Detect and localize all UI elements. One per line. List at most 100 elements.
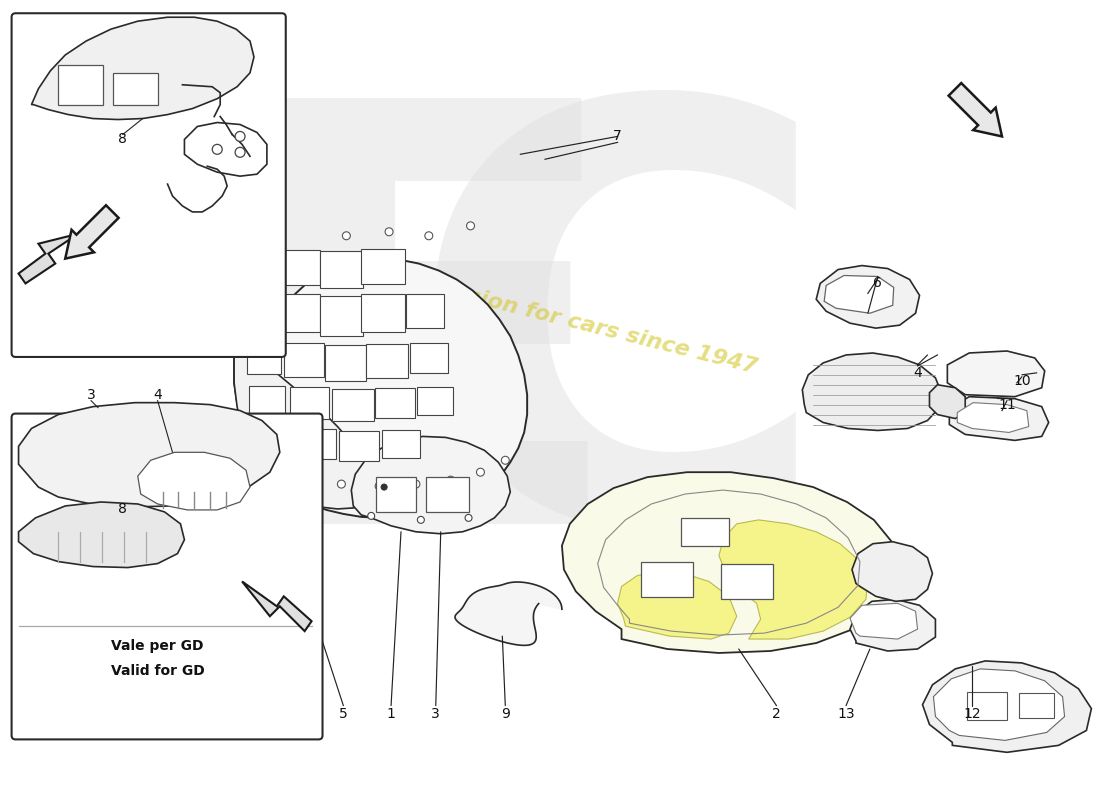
Polygon shape <box>816 266 920 328</box>
Text: 1: 1 <box>386 706 396 721</box>
Polygon shape <box>406 294 443 328</box>
Polygon shape <box>217 150 527 518</box>
Polygon shape <box>249 386 285 415</box>
Polygon shape <box>455 582 562 646</box>
Text: 5: 5 <box>339 706 348 721</box>
Polygon shape <box>426 477 469 512</box>
Text: 7: 7 <box>613 130 621 143</box>
Text: 9: 9 <box>500 706 509 721</box>
Polygon shape <box>930 385 965 418</box>
Polygon shape <box>279 250 319 286</box>
Polygon shape <box>934 669 1065 740</box>
Polygon shape <box>947 351 1045 397</box>
Polygon shape <box>248 249 280 282</box>
Circle shape <box>235 131 245 142</box>
Polygon shape <box>850 603 917 639</box>
Text: 4: 4 <box>913 366 922 380</box>
Text: Valid for GD: Valid for GD <box>111 664 205 678</box>
Circle shape <box>212 144 222 154</box>
Text: 10: 10 <box>1013 374 1031 388</box>
Text: 13: 13 <box>837 706 855 721</box>
Polygon shape <box>242 438 267 466</box>
Polygon shape <box>681 518 729 546</box>
Polygon shape <box>113 73 157 105</box>
FancyBboxPatch shape <box>12 414 322 739</box>
Circle shape <box>465 514 472 522</box>
Polygon shape <box>562 472 900 653</box>
Polygon shape <box>58 65 103 105</box>
Text: Vale per GD: Vale per GD <box>111 639 204 653</box>
Polygon shape <box>957 402 1028 433</box>
Text: 6: 6 <box>873 277 882 290</box>
Polygon shape <box>32 18 254 119</box>
Circle shape <box>248 234 256 242</box>
Text: 12: 12 <box>964 706 981 721</box>
Polygon shape <box>720 563 772 599</box>
Polygon shape <box>410 343 448 373</box>
Polygon shape <box>1020 694 1054 718</box>
Polygon shape <box>719 520 868 639</box>
Polygon shape <box>824 275 893 314</box>
Polygon shape <box>19 502 185 567</box>
Circle shape <box>447 476 454 484</box>
Polygon shape <box>297 430 337 459</box>
Circle shape <box>268 468 276 476</box>
Circle shape <box>235 147 245 158</box>
Circle shape <box>302 476 310 484</box>
Polygon shape <box>332 389 374 421</box>
Text: 2: 2 <box>772 706 781 721</box>
Text: E: E <box>231 81 630 646</box>
Polygon shape <box>245 294 278 329</box>
Text: C: C <box>406 81 834 646</box>
Circle shape <box>238 458 246 466</box>
Circle shape <box>502 456 509 464</box>
Polygon shape <box>802 353 942 430</box>
Polygon shape <box>65 206 119 258</box>
Polygon shape <box>850 599 935 651</box>
Polygon shape <box>284 343 323 377</box>
Polygon shape <box>289 386 330 418</box>
Text: a passion for cars since 1947: a passion for cars since 1947 <box>400 270 759 377</box>
Polygon shape <box>375 388 415 418</box>
Circle shape <box>425 232 432 240</box>
Circle shape <box>411 480 420 488</box>
Circle shape <box>338 480 345 488</box>
Text: 8: 8 <box>119 502 128 516</box>
Polygon shape <box>852 542 933 602</box>
Polygon shape <box>274 447 297 472</box>
Text: 3: 3 <box>87 388 96 402</box>
Polygon shape <box>234 351 373 509</box>
Polygon shape <box>949 397 1048 440</box>
Polygon shape <box>617 571 737 639</box>
Circle shape <box>375 482 383 490</box>
Circle shape <box>342 232 350 240</box>
Polygon shape <box>279 294 319 332</box>
Polygon shape <box>319 296 363 336</box>
Polygon shape <box>366 344 408 378</box>
Polygon shape <box>242 582 311 631</box>
Polygon shape <box>324 345 366 381</box>
Polygon shape <box>319 250 363 289</box>
FancyBboxPatch shape <box>12 14 286 357</box>
Polygon shape <box>382 430 420 458</box>
Polygon shape <box>641 562 693 598</box>
Polygon shape <box>351 437 510 534</box>
Circle shape <box>417 516 425 523</box>
Polygon shape <box>253 426 290 454</box>
Polygon shape <box>19 402 279 507</box>
Text: 8: 8 <box>119 133 128 146</box>
Polygon shape <box>417 386 452 414</box>
Polygon shape <box>923 661 1091 752</box>
Circle shape <box>476 468 484 476</box>
Polygon shape <box>361 294 405 332</box>
Text: 3: 3 <box>431 706 440 721</box>
Polygon shape <box>361 249 405 285</box>
Circle shape <box>367 513 375 519</box>
Text: 11: 11 <box>998 398 1015 412</box>
Polygon shape <box>138 452 250 510</box>
Polygon shape <box>340 431 379 462</box>
Circle shape <box>466 222 474 230</box>
Polygon shape <box>376 477 416 512</box>
Text: 4: 4 <box>153 388 162 402</box>
Polygon shape <box>967 692 1006 719</box>
